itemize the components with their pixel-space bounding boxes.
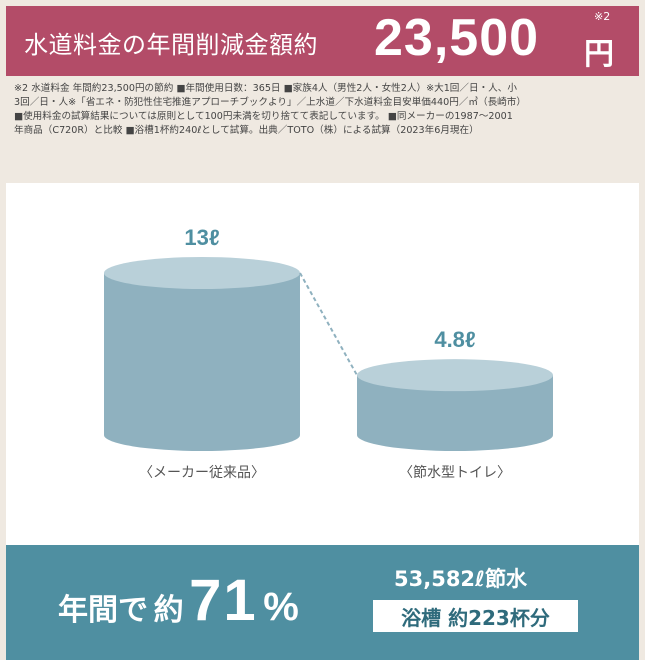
- water-saving-amount: 53,582ℓ節水: [394, 567, 527, 591]
- value-label: 13ℓ: [184, 225, 219, 250]
- connector-line: [299, 272, 358, 376]
- cylinder-body: [357, 375, 553, 451]
- water-usage-chart: 13ℓ 〈メーカー従来品〉 4.8ℓ 〈節水型トイレ〉: [104, 225, 553, 481]
- annual-saving-headline: 年間で 約 71 %: [58, 567, 299, 634]
- chart-panel: 13ℓ 〈メーカー従来品〉 4.8ℓ 〈節水型トイレ〉: [6, 183, 639, 545]
- footnote-line: ■使用料金の試算結果については原則として100円未満を切り捨てて表記しています。…: [14, 111, 513, 122]
- footnote: ※2 水道料金 年間約23,500円の節約 ■年間使用日数：365日 ■家族4人…: [14, 82, 634, 138]
- category-label: 〈メーカー従来品〉: [139, 465, 265, 481]
- footnote-line: 年商品（C720R）と比較 ■浴槽1杯約240ℓとして試算。出典／TOTO（株）…: [14, 125, 479, 136]
- cylinder-top: [357, 359, 553, 392]
- value-label: 4.8ℓ: [434, 327, 476, 352]
- cylinder-top: [104, 257, 300, 289]
- headline-percent: 71: [189, 568, 258, 633]
- footnote-line: ※2 水道料金 年間約23,500円の節約 ■年間使用日数：365日 ■家族4人…: [14, 83, 517, 94]
- header-unit: 円: [584, 37, 614, 72]
- headline-about: 約: [153, 593, 184, 628]
- header-note-mark: ※2: [594, 10, 611, 23]
- savings-header: 水道料金の年間削減金額約 23,500 円 ※2: [6, 6, 639, 76]
- summary-panel: 年間で 約 71 % 53,582ℓ節水 浴槽 約223杯分: [6, 545, 639, 660]
- cylinder-body: [104, 273, 300, 451]
- category-label: 〈節水型トイレ〉: [399, 464, 511, 481]
- bathtub-equivalent: 浴槽 約223杯分: [373, 600, 578, 632]
- header-amount: 23,500: [374, 9, 540, 67]
- headline-percent-sign: %: [263, 585, 299, 629]
- footnote-line: 3回／日・人※「省エネ・防犯性住宅推進アプローチブックより」／上水道／下水道料金…: [14, 97, 526, 108]
- header-label: 水道料金の年間削減金額約: [24, 31, 318, 59]
- headline-prefix: 年間で: [58, 593, 148, 628]
